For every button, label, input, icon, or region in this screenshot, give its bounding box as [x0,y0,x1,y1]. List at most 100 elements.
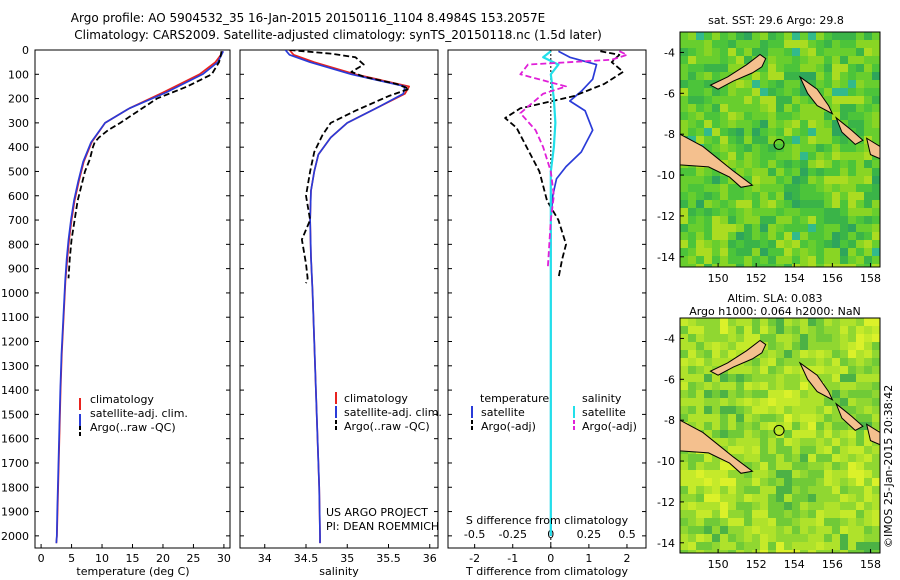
map-cell [728,120,736,128]
map-cell [720,358,728,366]
map-cell [840,160,848,168]
map-cell [760,366,768,374]
map-cell [800,454,808,462]
map-cell [824,152,832,160]
map-cell [816,502,824,510]
map-cell [808,486,816,494]
map-cell [872,542,880,550]
map-cell [712,326,720,334]
map-cell [720,136,728,144]
map-cell [848,200,856,208]
map-cell [824,510,832,518]
map-cell [800,398,808,406]
map-cell [744,176,752,184]
map-cell [872,486,880,494]
map-cell [824,128,832,136]
map-cell [832,48,840,56]
map-cell [760,454,768,462]
map-cell [768,200,776,208]
map-cell [776,518,784,526]
map-cell [696,318,704,326]
series-line-salinity-argo-adj- [519,50,628,269]
map-cell [840,446,848,454]
map-cell [816,112,824,120]
map-cell [864,208,872,216]
map-cell [728,64,736,72]
map-cell [704,366,712,374]
map-cell [832,224,840,232]
map-cell [752,390,760,398]
map-cell [784,96,792,104]
map-cell [720,96,728,104]
map-cell [776,350,784,358]
map-cell [800,390,808,398]
map-cell [800,446,808,454]
map-cell [688,454,696,462]
map-cell [728,256,736,264]
map-cell [712,382,720,390]
map-cell [768,502,776,510]
map-cell [808,390,816,398]
map-cell [728,40,736,48]
temperature-legend: climatology satellite-adj. clim. Argo(..… [79,393,188,436]
map-cell [784,32,792,40]
map-cell [696,224,704,232]
map-cell [800,192,808,200]
map-cell [872,88,880,96]
map-cell [848,334,856,342]
map-cell [744,224,752,232]
map-cell [728,136,736,144]
map-cell [752,40,760,48]
map-cell [784,200,792,208]
map-cell [864,80,872,88]
map-cell [720,350,728,358]
map-cell [688,128,696,136]
map-cell [848,406,856,414]
map-cell [760,64,768,72]
map-cell [688,398,696,406]
map-cell [840,232,848,240]
map-cell [824,366,832,374]
map-cell [824,80,832,88]
map-cell [856,518,864,526]
map-cell [768,120,776,128]
map-cell [816,248,824,256]
map-cell [728,334,736,342]
map-cell [696,56,704,64]
map-cell [800,518,808,526]
map-cell [680,256,688,264]
map-cell [872,160,880,168]
map-cell [848,534,856,542]
map-cell [776,80,784,88]
map-cell [808,318,816,326]
map-cell [720,398,728,406]
map-cell [856,256,864,264]
map-cell [712,550,720,553]
map-cell [784,176,792,184]
map-cell [768,326,776,334]
map-cell [744,136,752,144]
map-cell [808,478,816,486]
map-cell [736,48,744,56]
map-cell [768,88,776,96]
map-cell [736,240,744,248]
map-cell [792,518,800,526]
map-cell [848,184,856,192]
map-cell [704,358,712,366]
map-cell [688,168,696,176]
map-cell [816,462,824,470]
map-cell [696,422,704,430]
top-x-tick-label: -0.5 [464,528,485,541]
x-tick-label: 0 [547,552,554,565]
map-cell [840,256,848,264]
land-polygon [835,402,864,431]
map-cell [816,192,824,200]
map-cell [744,120,752,128]
map-cell [848,510,856,518]
map-cell [696,518,704,526]
map-cell [816,56,824,64]
map-cell [736,184,744,192]
map-cell [680,208,688,216]
map-cell [736,112,744,120]
map-cell [680,398,688,406]
